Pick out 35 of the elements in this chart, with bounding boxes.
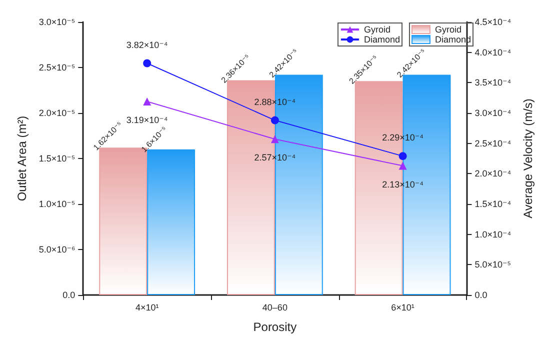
x-tick-label: 6×10¹ bbox=[391, 302, 414, 312]
y2-axis-title: Average Velocity (m/s) bbox=[521, 98, 535, 218]
y2-tick-label: 1.0×10⁻⁴ bbox=[474, 229, 512, 240]
point bbox=[143, 97, 152, 106]
y-tick-label: 1.0×10⁻⁵ bbox=[38, 199, 76, 209]
legend-label: Diamond bbox=[364, 34, 400, 44]
legend-label: Gyroid bbox=[434, 24, 462, 34]
y-tick-label: 1.5×10⁻⁵ bbox=[38, 154, 76, 164]
point bbox=[270, 116, 279, 124]
y-axis-title: Outlet Area (m²) bbox=[15, 116, 29, 202]
point bbox=[143, 59, 152, 68]
y2-tick-label: 3.5×10⁻⁴ bbox=[474, 78, 512, 88]
point bbox=[398, 162, 407, 170]
y-tick-label: 2.5×10⁻⁵ bbox=[38, 62, 76, 72]
x-tick-label: 40–60 bbox=[262, 302, 288, 312]
y-tick-label: 3.0×10⁻⁵ bbox=[38, 17, 76, 27]
y2-tick-label: 1.5×10⁻⁴ bbox=[474, 199, 512, 209]
x-tick-label: 4×10¹ bbox=[135, 302, 159, 312]
legend-label: Gyroid bbox=[364, 24, 390, 34]
y-tick-label: 5.0×10⁻⁶ bbox=[38, 244, 76, 254]
y2-tick-label: 3.0×10⁻⁴ bbox=[474, 108, 512, 118]
y2-tick-label: 5.0×10⁻⁵ bbox=[474, 260, 512, 270]
x-axis-title: Porosity bbox=[253, 320, 297, 334]
data-label: 3.82×10⁻⁴ bbox=[126, 40, 168, 50]
point bbox=[270, 135, 279, 144]
y2-tick-label: 0.0 bbox=[474, 290, 488, 300]
data-label: 3.19×10⁻⁴ bbox=[126, 114, 168, 125]
y2-tick-label: 4.5×10⁻⁴ bbox=[474, 17, 512, 27]
y-tick-label: 2.0×10⁻⁵ bbox=[38, 108, 76, 118]
point bbox=[398, 152, 407, 160]
y2-tick-label: 2.0×10⁻⁴ bbox=[474, 168, 512, 179]
y2-tick-label: 4.0×10⁻⁴ bbox=[474, 47, 512, 58]
data-label: 2.88×10⁻⁴ bbox=[254, 96, 296, 107]
y-tick-label: 0.0 bbox=[62, 290, 76, 300]
y2-tick-label: 2.5×10⁻⁴ bbox=[474, 138, 512, 148]
